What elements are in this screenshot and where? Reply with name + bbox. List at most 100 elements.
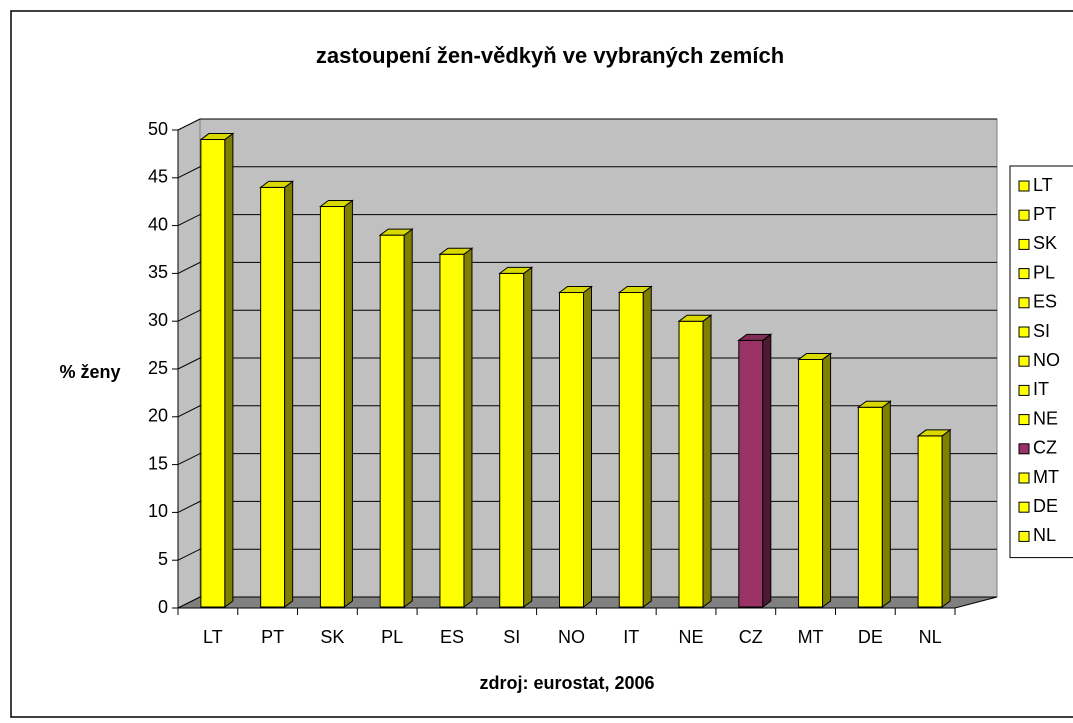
- x-tick-label: SI: [503, 627, 520, 647]
- legend-swatch: [1018, 297, 1030, 309]
- bar: [498, 266, 534, 608]
- bar-top: [558, 286, 593, 294]
- grid-line: [177, 357, 997, 370]
- x-tick-label: PL: [381, 627, 403, 647]
- y-tick-label: 30: [148, 310, 168, 330]
- chart-title: zastoupení žen-vědkyň ve vybraných zemíc…: [316, 43, 784, 68]
- bar-side: [702, 314, 712, 608]
- bar-top: [438, 247, 474, 255]
- bar-side: [762, 333, 772, 608]
- x-tick-label: SK: [320, 627, 344, 647]
- bar-top: [916, 429, 952, 437]
- bar-top: [378, 228, 414, 236]
- bar-front: [499, 272, 525, 608]
- bar-side: [403, 228, 413, 608]
- legend-label: ES: [1033, 292, 1057, 312]
- legend-label: LT: [1033, 175, 1053, 195]
- x-tick-label: PT: [261, 627, 284, 647]
- bar-front: [439, 253, 465, 608]
- bar-top: [737, 333, 773, 341]
- bar-front: [857, 406, 883, 608]
- bar-top: [498, 266, 534, 274]
- legend-label: MT: [1033, 467, 1059, 487]
- grid-line: [177, 261, 997, 274]
- legend-label: PT: [1033, 204, 1056, 224]
- legend-swatch: [1018, 238, 1030, 250]
- x-tick-label: MT: [798, 627, 824, 647]
- bar-side: [822, 352, 832, 608]
- bar-side: [284, 180, 294, 608]
- legend-swatch: [1018, 268, 1030, 280]
- grid-line: [177, 500, 997, 513]
- grid-line: [177, 118, 997, 131]
- legend-swatch: [1018, 414, 1030, 426]
- bar-top: [259, 180, 295, 188]
- grid-line: [177, 405, 997, 418]
- bar-side: [642, 285, 652, 608]
- bar-front: [559, 292, 584, 608]
- y-tick-label: 0: [158, 597, 168, 617]
- legend-label: SI: [1033, 321, 1050, 341]
- grid-line: [177, 214, 997, 227]
- bar-front: [798, 358, 824, 608]
- bar: [916, 428, 952, 608]
- legend-label: CZ: [1033, 438, 1057, 458]
- bar-side: [881, 400, 891, 608]
- x-tick-label: IT: [623, 627, 639, 647]
- grid-line: [177, 309, 997, 322]
- bar-front: [379, 234, 405, 608]
- bar-front: [200, 139, 226, 608]
- legend-label: NL: [1033, 525, 1056, 545]
- legend-swatch: [1018, 472, 1030, 484]
- legend-swatch: [1018, 180, 1030, 192]
- bar-top: [199, 133, 235, 141]
- bar: [677, 314, 713, 608]
- grid-line: [177, 548, 997, 561]
- y-tick-label: 15: [148, 453, 168, 473]
- bar-top: [617, 286, 653, 294]
- y-axis-label: % ženy: [59, 362, 120, 382]
- legend-swatch: [1018, 443, 1030, 455]
- bar-side: [463, 247, 473, 608]
- x-tick-label: ES: [440, 627, 464, 647]
- bar-front: [738, 339, 764, 608]
- bar-front: [260, 186, 286, 608]
- bar: [617, 285, 653, 608]
- bar: [378, 228, 414, 608]
- x-tick-label: NO: [558, 627, 585, 647]
- grid-line: [177, 453, 997, 466]
- bar-front: [917, 435, 943, 608]
- bar: [318, 199, 354, 608]
- x-tick-label: CZ: [739, 627, 763, 647]
- legend-label: IT: [1033, 379, 1049, 399]
- legend-swatch: [1018, 209, 1030, 221]
- bar-side: [941, 428, 951, 608]
- grid-line: [177, 166, 997, 179]
- bar-side: [583, 285, 592, 608]
- y-tick-label: 35: [148, 262, 168, 282]
- x-tick-label: NL: [919, 627, 942, 647]
- bar-side: [523, 266, 533, 608]
- legend-swatch: [1018, 501, 1030, 513]
- bar-side: [224, 132, 234, 608]
- y-tick-label: 40: [148, 214, 168, 234]
- bar-top: [677, 314, 713, 322]
- bar-top: [856, 400, 892, 408]
- bar: [259, 180, 295, 608]
- legend-swatch: [1018, 355, 1030, 367]
- legend-label: NE: [1033, 408, 1058, 428]
- x-tick-label: LT: [203, 627, 223, 647]
- x-axis-label: zdroj: eurostat, 2006: [479, 673, 654, 693]
- bar-front: [678, 320, 704, 608]
- bar-top: [797, 352, 833, 360]
- legend-swatch: [1018, 384, 1030, 396]
- legend-label: DE: [1033, 496, 1058, 516]
- bar-front: [618, 292, 644, 608]
- bar: [797, 352, 833, 608]
- legend-label: NO: [1033, 350, 1060, 370]
- bar: [856, 400, 892, 608]
- legend-label: SK: [1033, 233, 1057, 253]
- bar-top: [318, 199, 354, 207]
- y-tick-label: 25: [148, 358, 168, 378]
